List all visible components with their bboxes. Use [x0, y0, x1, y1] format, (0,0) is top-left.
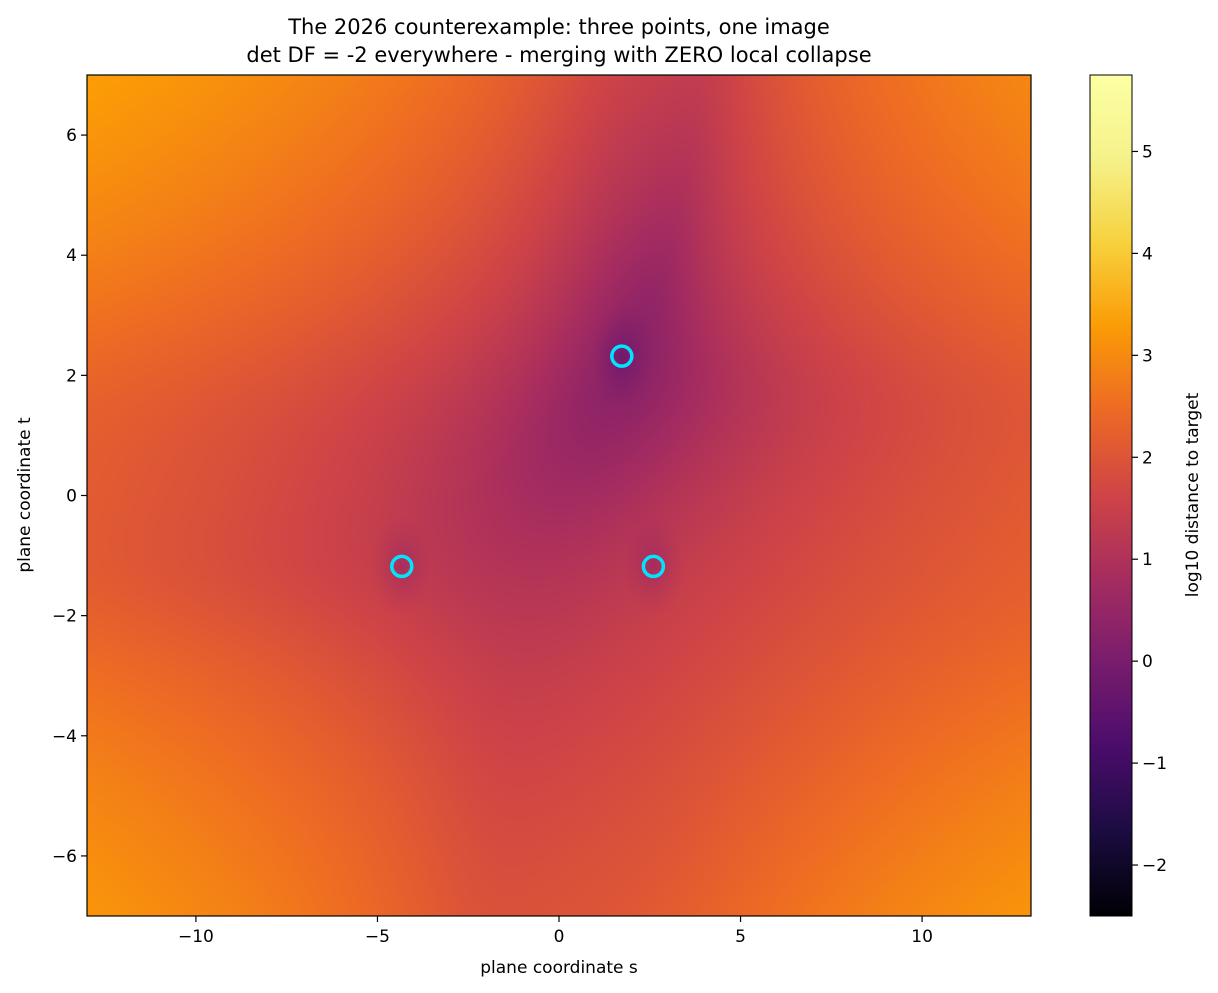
colorbar-tick-label: 1 [1142, 550, 1153, 570]
y-tick-label: 4 [66, 246, 77, 266]
colorbar-tick-label: −1 [1142, 754, 1167, 774]
chart-title: The 2026 counterexample: three points, o… [287, 15, 830, 39]
y-axis-label: plane coordinate t [15, 417, 35, 573]
y-tick-label: 0 [66, 487, 77, 507]
marker-point [610, 344, 634, 368]
x-tick-label: −5 [365, 927, 390, 947]
x-tick-label: 0 [554, 927, 565, 947]
colorbar-tick-label: 3 [1142, 346, 1153, 366]
x-tick-label: −10 [178, 927, 214, 947]
y-tick-label: 2 [66, 366, 77, 386]
colorbar [1089, 74, 1133, 917]
y-tick-label: −6 [52, 847, 77, 867]
colorbar-tick-label: −2 [1142, 856, 1167, 876]
markers-layer [390, 344, 666, 579]
y-tick-label: −2 [52, 607, 77, 627]
chart-subtitle: det DF = -2 everywhere - merging with ZE… [246, 43, 871, 67]
marker-point [390, 554, 414, 579]
colorbar-tick-label: 0 [1142, 652, 1153, 672]
x-axis-label: plane coordinate s [480, 958, 638, 978]
colorbar-tick-label: 2 [1142, 448, 1153, 468]
colorbar-label: log10 distance to target [1183, 392, 1203, 597]
x-axis: −10 −5 0 5 10 [178, 916, 933, 947]
colorbar-tick-label: 5 [1142, 142, 1153, 162]
y-tick-label: 6 [66, 126, 77, 146]
x-tick-label: 5 [735, 927, 746, 947]
heatmap-image [87, 75, 1031, 916]
x-tick-label: 10 [911, 927, 933, 947]
colorbar-tick-label: 4 [1142, 244, 1153, 264]
y-tick-label: −4 [52, 727, 77, 747]
y-axis: −6 −4 −2 0 2 4 6 [52, 126, 87, 867]
colorbar-axis: −2 −1 0 1 2 3 4 5 [1132, 142, 1167, 876]
marker-point [641, 554, 666, 579]
